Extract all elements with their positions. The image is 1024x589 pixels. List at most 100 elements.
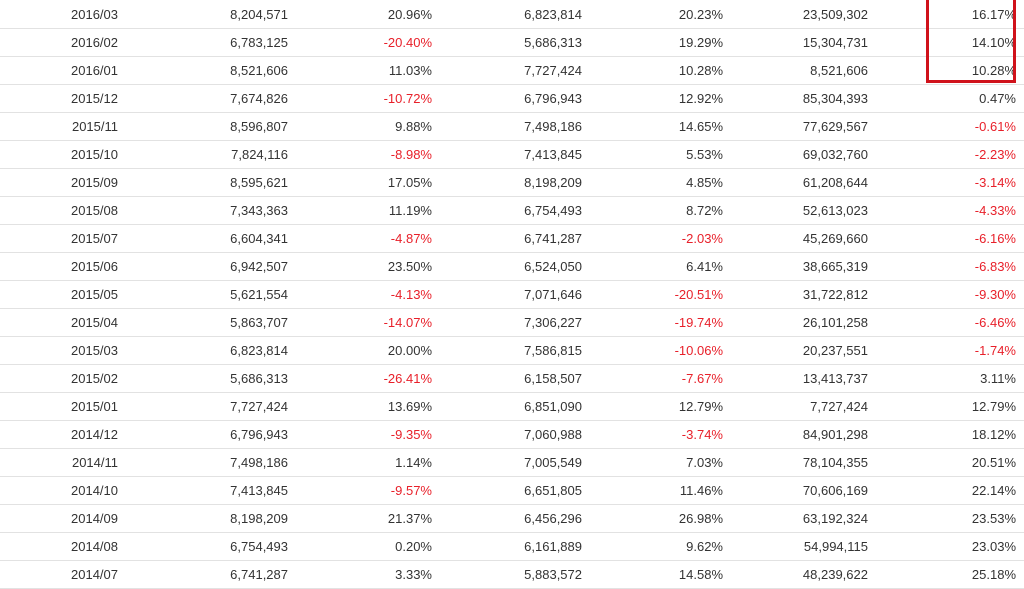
cumulative-value-cell: 7,727,424 (723, 392, 868, 421)
cumulative-change-cell: -3.14% (868, 168, 1024, 197)
mom-change-cell: -9.57% (288, 476, 432, 505)
cumulative-change-cell: 23.03% (868, 532, 1024, 561)
prior-year-value-cell: 6,651,805 (432, 476, 582, 505)
yoy-change-cell: -10.06% (582, 336, 723, 365)
value-cell: 7,824,116 (130, 140, 288, 169)
prior-year-value-cell: 7,498,186 (432, 112, 582, 141)
mom-change-cell: 23.50% (288, 252, 432, 281)
mom-change-cell: -20.40% (288, 28, 432, 57)
yoy-change-cell: 26.98% (582, 504, 723, 533)
prior-year-value-cell: 5,686,313 (432, 28, 582, 57)
month-cell: 2016/01 (0, 56, 130, 85)
cumulative-value-cell: 70,606,169 (723, 476, 868, 505)
mom-change-cell: 20.96% (288, 0, 432, 29)
yoy-change-cell: 12.79% (582, 392, 723, 421)
table-row: 2014/11 7,498,186 1.14% 7,005,549 7.03% … (0, 448, 1024, 477)
cumulative-change-cell: 18.12% (868, 420, 1024, 449)
cumulative-value-cell: 54,994,115 (723, 532, 868, 561)
table-row: 2015/10 7,824,116 -8.98% 7,413,845 5.53%… (0, 140, 1024, 169)
cumulative-change-cell: 10.28% (868, 56, 1024, 85)
yoy-change-cell: 8.72% (582, 196, 723, 225)
cumulative-change-cell: 0.47% (868, 84, 1024, 113)
month-cell: 2015/07 (0, 224, 130, 253)
cumulative-change-cell: 22.14% (868, 476, 1024, 505)
prior-year-value-cell: 6,851,090 (432, 392, 582, 421)
prior-year-value-cell: 6,161,889 (432, 532, 582, 561)
yoy-change-cell: 19.29% (582, 28, 723, 57)
table-row: 2015/02 5,686,313 -26.41% 6,158,507 -7.6… (0, 364, 1024, 393)
table-row: 2014/08 6,754,493 0.20% 6,161,889 9.62% … (0, 532, 1024, 561)
mom-change-cell: -26.41% (288, 364, 432, 393)
yoy-change-cell: 5.53% (582, 140, 723, 169)
month-cell: 2015/09 (0, 168, 130, 197)
prior-year-value-cell: 8,198,209 (432, 168, 582, 197)
cumulative-change-cell: 25.18% (868, 560, 1024, 589)
cumulative-change-cell: -9.30% (868, 280, 1024, 309)
value-cell: 7,674,826 (130, 84, 288, 113)
cumulative-change-cell: -6.16% (868, 224, 1024, 253)
yoy-change-cell: -3.74% (582, 420, 723, 449)
value-cell: 5,863,707 (130, 308, 288, 337)
yoy-change-cell: 7.03% (582, 448, 723, 477)
table-row: 2015/05 5,621,554 -4.13% 7,071,646 -20.5… (0, 280, 1024, 309)
cumulative-value-cell: 8,521,606 (723, 56, 868, 85)
value-cell: 7,498,186 (130, 448, 288, 477)
cumulative-value-cell: 85,304,393 (723, 84, 868, 113)
prior-year-value-cell: 7,005,549 (432, 448, 582, 477)
month-cell: 2014/12 (0, 420, 130, 449)
value-cell: 8,521,606 (130, 56, 288, 85)
month-cell: 2015/01 (0, 392, 130, 421)
month-cell: 2014/11 (0, 448, 130, 477)
value-cell: 8,198,209 (130, 504, 288, 533)
cumulative-change-cell: -2.23% (868, 140, 1024, 169)
cumulative-value-cell: 48,239,622 (723, 560, 868, 589)
table-row: 2015/04 5,863,707 -14.07% 7,306,227 -19.… (0, 308, 1024, 337)
table-row: 2014/12 6,796,943 -9.35% 7,060,988 -3.74… (0, 420, 1024, 449)
month-cell: 2015/12 (0, 84, 130, 113)
mom-change-cell: -9.35% (288, 420, 432, 449)
value-cell: 8,595,621 (130, 168, 288, 197)
cumulative-change-cell: -4.33% (868, 196, 1024, 225)
yoy-change-cell: -19.74% (582, 308, 723, 337)
cumulative-change-cell: 14.10% (868, 28, 1024, 57)
month-cell: 2015/11 (0, 112, 130, 141)
cumulative-change-cell: -1.74% (868, 336, 1024, 365)
cumulative-change-cell: -0.61% (868, 112, 1024, 141)
mom-change-cell: -4.87% (288, 224, 432, 253)
cumulative-value-cell: 63,192,324 (723, 504, 868, 533)
value-cell: 7,413,845 (130, 476, 288, 505)
cumulative-value-cell: 13,413,737 (723, 364, 868, 393)
prior-year-value-cell: 6,741,287 (432, 224, 582, 253)
mom-change-cell: 11.19% (288, 196, 432, 225)
yoy-change-cell: 14.58% (582, 560, 723, 589)
month-cell: 2014/09 (0, 504, 130, 533)
yoy-change-cell: 6.41% (582, 252, 723, 281)
table-row: 2015/03 6,823,814 20.00% 7,586,815 -10.0… (0, 336, 1024, 365)
prior-year-value-cell: 7,306,227 (432, 308, 582, 337)
cumulative-value-cell: 38,665,319 (723, 252, 868, 281)
table-row: 2015/11 8,596,807 9.88% 7,498,186 14.65%… (0, 112, 1024, 141)
mom-change-cell: -8.98% (288, 140, 432, 169)
table-row: 2016/01 8,521,606 11.03% 7,727,424 10.28… (0, 56, 1024, 85)
table-row: 2014/07 6,741,287 3.33% 5,883,572 14.58%… (0, 560, 1024, 589)
cumulative-value-cell: 52,613,023 (723, 196, 868, 225)
cumulative-value-cell: 61,208,644 (723, 168, 868, 197)
prior-year-value-cell: 7,413,845 (432, 140, 582, 169)
cumulative-value-cell: 84,901,298 (723, 420, 868, 449)
prior-year-value-cell: 6,823,814 (432, 0, 582, 29)
value-cell: 5,686,313 (130, 364, 288, 393)
prior-year-value-cell: 6,158,507 (432, 364, 582, 393)
prior-year-value-cell: 7,586,815 (432, 336, 582, 365)
cumulative-value-cell: 78,104,355 (723, 448, 868, 477)
yoy-change-cell: 4.85% (582, 168, 723, 197)
yoy-change-cell: -20.51% (582, 280, 723, 309)
cumulative-value-cell: 45,269,660 (723, 224, 868, 253)
prior-year-value-cell: 6,524,050 (432, 252, 582, 281)
mom-change-cell: -14.07% (288, 308, 432, 337)
table-row: 2015/08 7,343,363 11.19% 6,754,493 8.72%… (0, 196, 1024, 225)
prior-year-value-cell: 6,456,296 (432, 504, 582, 533)
month-cell: 2015/04 (0, 308, 130, 337)
value-cell: 6,796,943 (130, 420, 288, 449)
month-cell: 2014/10 (0, 476, 130, 505)
